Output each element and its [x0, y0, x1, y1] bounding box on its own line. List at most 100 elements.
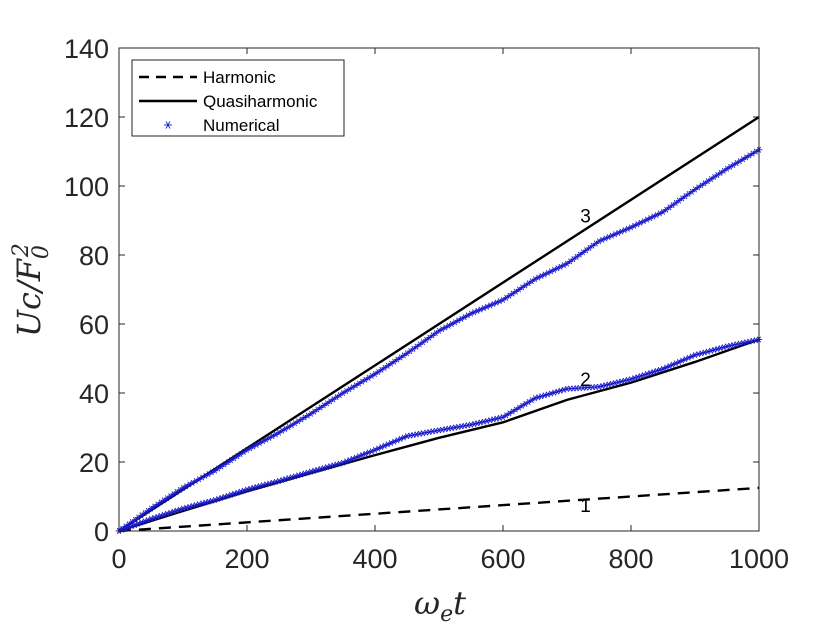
numerical-marker [208, 497, 215, 504]
numerical-marker [205, 498, 212, 505]
numerical-marker [301, 470, 308, 477]
numerical-marker [717, 345, 724, 352]
numerical-marker [279, 477, 286, 484]
numerical-marker [439, 426, 446, 433]
numerical-marker [544, 391, 551, 398]
numerical-marker [531, 395, 539, 402]
numerical-marker [435, 427, 443, 434]
legend-label-numerical: Numerical [203, 116, 280, 135]
numerical-marker [432, 427, 439, 434]
numerical-marker [320, 465, 327, 472]
numerical-marker [471, 420, 478, 427]
x-axis-label: ωet [414, 584, 466, 627]
x-tick-label: 400 [352, 544, 397, 574]
plot-frame [118, 47, 760, 532]
series-line-harmonic [118, 486, 760, 533]
numerical-marker [426, 429, 433, 436]
numerical-marker [247, 485, 254, 492]
numerical-marker [595, 383, 603, 390]
x-tick-label: 600 [480, 544, 525, 574]
numerical-marker [608, 380, 615, 387]
numerical-marker [727, 342, 734, 349]
numerical-marker [746, 338, 753, 345]
numerical-marker [615, 379, 622, 386]
numerical-marker [202, 499, 209, 506]
numerical-marker [192, 502, 199, 509]
y-tick-label: 20 [79, 448, 109, 478]
numerical-marker [317, 465, 324, 472]
numerical-marker [490, 416, 497, 423]
numerical-marker [291, 473, 299, 480]
numerical-series-numerical_3 [118, 149, 760, 532]
numerical-marker [448, 425, 455, 432]
numerical-marker [714, 346, 721, 353]
legend-label-harmonic: Harmonic [203, 68, 276, 87]
numerical-marker [314, 466, 321, 473]
numerical-marker [743, 339, 750, 346]
numerical-marker [263, 481, 270, 488]
numerical-marker [749, 337, 756, 344]
numerical-marker [253, 484, 260, 491]
numerical-marker [483, 417, 491, 424]
numerical-marker [195, 501, 203, 508]
numerical-marker [701, 349, 708, 356]
numerical-marker [259, 482, 267, 489]
numerical-marker [445, 425, 452, 432]
numerical-marker [560, 386, 567, 393]
numerical-marker [496, 414, 503, 421]
numerical-marker [535, 394, 542, 401]
numerical-marker [327, 463, 334, 470]
numerical-marker [323, 464, 331, 471]
numerical-marker [307, 468, 315, 475]
numerical-marker [493, 415, 500, 422]
numerical-marker [736, 340, 743, 347]
numerical-marker [304, 469, 311, 476]
x-tick-label: 0 [111, 544, 126, 574]
numerical-marker [547, 390, 555, 397]
numerical-marker [730, 342, 737, 349]
numerical-marker [477, 419, 484, 426]
y-tick-label: 120 [64, 103, 109, 133]
y-axis-label: Uc/F02 [9, 243, 54, 337]
numerical-marker [179, 505, 187, 512]
numerical-marker [256, 483, 263, 490]
numerical-marker [298, 471, 305, 478]
numerical-marker [282, 476, 289, 483]
numerical-marker [407, 432, 414, 439]
numerical-marker [183, 504, 190, 511]
numerical-marker [243, 486, 251, 493]
y-tick-label: 80 [79, 241, 109, 271]
numerical-marker [333, 461, 340, 468]
numerical-marker [621, 377, 628, 384]
numerical-marker [624, 376, 631, 383]
x-tick-label: 1000 [729, 544, 789, 574]
numerical-marker [707, 347, 715, 354]
numerical-marker [698, 350, 705, 357]
legend-swatch-numerical [164, 121, 172, 129]
curve-label-2: 2 [580, 370, 591, 391]
numerical-marker [720, 344, 727, 351]
numerical-marker [336, 460, 343, 467]
y-tick-label: 40 [79, 379, 109, 409]
numerical-marker [599, 383, 606, 390]
numerical-marker [419, 430, 427, 437]
numerical-marker [275, 477, 283, 484]
numerical-marker [416, 430, 423, 437]
numerical-marker [487, 417, 494, 424]
numerical-marker [410, 431, 417, 438]
numerical-marker [733, 341, 740, 348]
numerical-marker [467, 421, 475, 428]
numerical-marker [266, 480, 273, 487]
numerical-marker [723, 343, 731, 350]
curve-label-1: 1 [580, 496, 591, 517]
numerical-marker [330, 462, 337, 469]
y-tick-label: 140 [64, 34, 109, 64]
numerical-marker [695, 351, 702, 358]
numerical-marker [413, 431, 420, 438]
numerical-marker [423, 429, 430, 436]
numerical-marker [272, 478, 279, 485]
y-tick-label: 100 [64, 172, 109, 202]
numerical-marker [288, 474, 295, 481]
numerical-marker [458, 423, 465, 430]
